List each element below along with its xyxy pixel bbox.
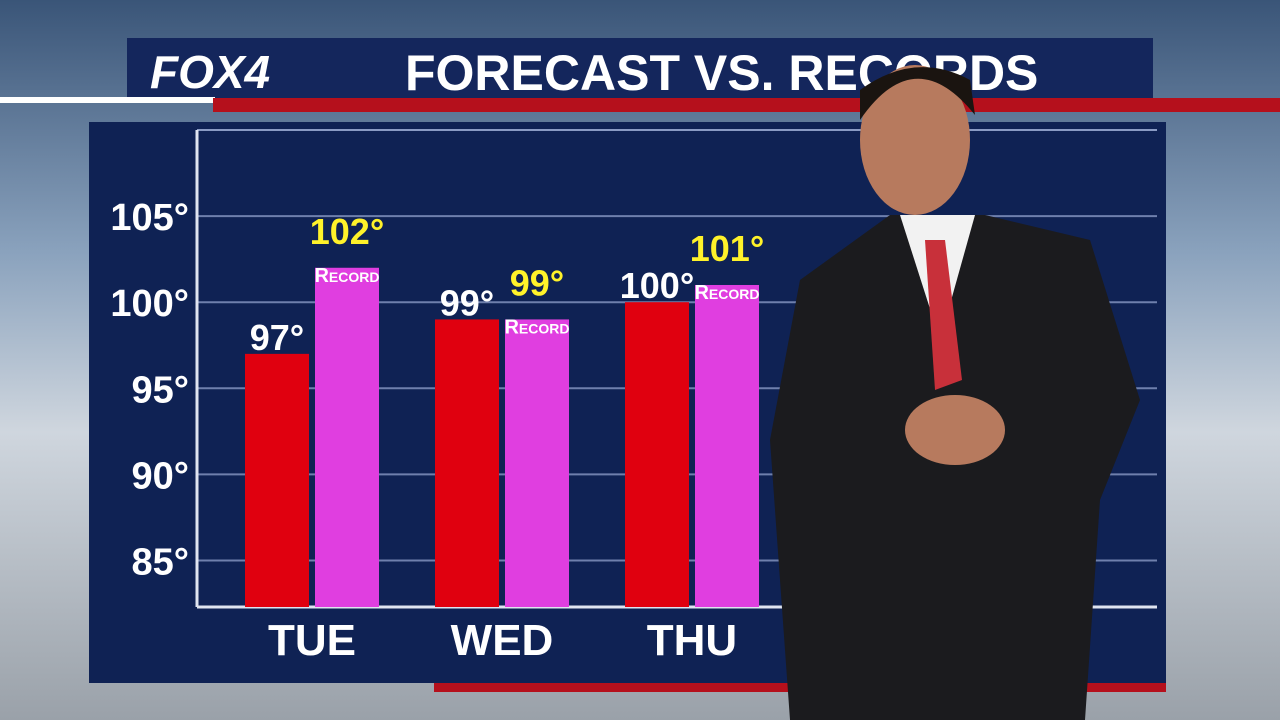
- bar: [245, 353, 309, 607]
- logo: FOX4: [150, 46, 270, 98]
- y-tick-label: 100°: [110, 283, 189, 325]
- bar: [505, 319, 569, 607]
- value-label: 99°: [440, 282, 494, 323]
- header-bar: [127, 38, 1153, 98]
- record-value-label: 101°: [690, 228, 764, 269]
- x-tick-label: TUE: [268, 616, 356, 665]
- record-label: Record: [694, 282, 759, 304]
- bar: [435, 319, 499, 607]
- header-stripe: [0, 97, 215, 103]
- record-value-label: 102°: [310, 211, 384, 252]
- y-tick-label: 85°: [132, 542, 189, 584]
- record-label: Record: [314, 265, 379, 287]
- y-tick-label: 90°: [132, 455, 189, 497]
- bar: [695, 284, 759, 607]
- y-tick-label: 105°: [110, 197, 189, 239]
- presenter-hands: [905, 395, 1005, 465]
- value-label: 100°: [620, 265, 694, 306]
- bar: [315, 267, 379, 607]
- x-tick-label: WED: [451, 616, 554, 665]
- presenter: [770, 65, 1140, 720]
- header-stripe: [213, 98, 1280, 112]
- presenter-tie: [925, 240, 962, 390]
- presenter-head: [860, 65, 970, 215]
- plot: 85° 90° 95° 100° 105° TUE 97° 102° Record WED 99° 9…: [110, 129, 1157, 665]
- record-value-label: 99°: [510, 262, 564, 303]
- bar: [625, 302, 689, 607]
- value-label: 97°: [250, 317, 304, 358]
- record-label: Record: [504, 316, 569, 338]
- y-tick-label: 95°: [132, 369, 189, 411]
- presenter-hair: [860, 67, 975, 120]
- presenter-suit: [770, 215, 1140, 720]
- x-tick-label: THU: [647, 616, 737, 665]
